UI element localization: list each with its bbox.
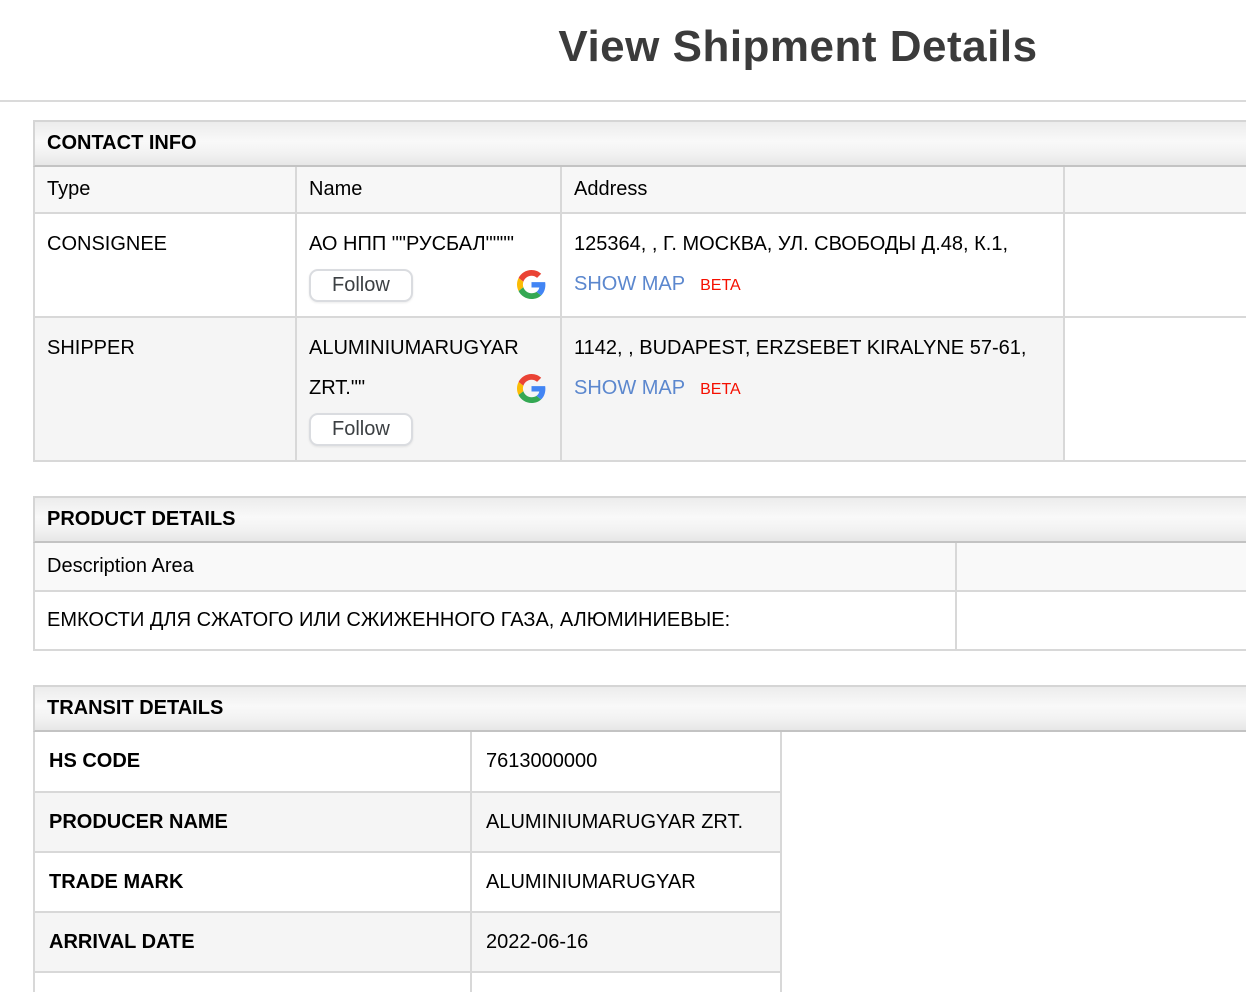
google-g-icon[interactable]: [517, 374, 546, 403]
follow-button[interactable]: Follow: [309, 269, 413, 302]
follow-button[interactable]: Follow: [309, 413, 413, 446]
page-header: View Shipment Details: [0, 0, 1246, 102]
google-g-icon[interactable]: [517, 270, 546, 299]
description-header-row: Description Area: [33, 543, 1246, 592]
empty-cell: [470, 972, 782, 992]
beta-badge: BETA: [700, 381, 741, 398]
transit-details-table: HS CODE 7613000000 PRODUCER NAME ALUMINI…: [33, 732, 782, 992]
page-title: View Shipment Details: [558, 22, 1038, 71]
transit-value: ALUMINIUMARUGYAR ZRT.: [470, 792, 782, 853]
transit-value: ALUMINIUMARUGYAR: [470, 852, 782, 913]
table-row-producer-name: PRODUCER NAME ALUMINIUMARUGYAR ZRT.: [33, 792, 782, 853]
product-details-section: PRODUCT DETAILS Description Area ЕМКОСТИ…: [33, 496, 1246, 651]
description-area-header: Description Area: [33, 543, 957, 592]
contact-name: ALUMINIUMARUGYAR ZRT."": [309, 337, 519, 399]
transit-label: ARRIVAL DATE: [33, 912, 472, 973]
product-details-header: PRODUCT DETAILS: [33, 496, 1246, 543]
contact-type: SHIPPER: [33, 317, 297, 462]
empty-cell: [1063, 317, 1246, 462]
table-row-arrival-date: ARRIVAL DATE 2022-06-16: [33, 912, 782, 973]
contact-info-table: Type Name Address CONSIGNEE АО НПП ""РУС…: [33, 167, 1246, 462]
transit-label: TRADE MARK: [33, 852, 472, 913]
contact-address: 125364, , Г. МОСКВА, УЛ. СВОБОДЫ Д.48, К…: [574, 233, 1009, 255]
column-header-address: Address: [560, 167, 1065, 214]
transit-value: 2022-06-16: [470, 912, 782, 973]
description-row: ЕМКОСТИ ДЛЯ СЖАТОГО ИЛИ СЖИЖЕННОГО ГАЗА,…: [33, 591, 1246, 651]
contact-address: 1142, , BUDAPEST, ERZSEBET KIRALYNE 57-6…: [574, 337, 1027, 359]
column-header-empty: [1063, 167, 1246, 214]
contact-info-section: CONTACT INFO Type Name Address CONSIGNEE…: [33, 120, 1246, 462]
table-row-hs-code: HS CODE 7613000000: [33, 732, 782, 793]
product-description: ЕМКОСТИ ДЛЯ СЖАТОГО ИЛИ СЖИЖЕННОГО ГАЗА,…: [33, 591, 957, 651]
transit-details-section: TRANSIT DETAILS HS CODE 7613000000 PRODU…: [33, 685, 1246, 992]
contact-info-header: CONTACT INFO: [33, 120, 1246, 167]
show-map-link[interactable]: SHOW MAP: [574, 377, 686, 399]
table-row-consignee: CONSIGNEE АО НПП ""РУСБАЛ"""" Follow 125…: [33, 213, 1246, 318]
table-row-partial: [33, 972, 782, 992]
empty-cell: [1063, 213, 1246, 318]
column-header-name: Name: [295, 167, 562, 214]
table-row-shipper: SHIPPER ALUMINIUMARUGYAR ZRT."" Follow 1…: [33, 317, 1246, 462]
empty-cell: [955, 591, 1246, 651]
transit-value: 7613000000: [470, 732, 782, 793]
empty-cell: [955, 543, 1246, 592]
contact-type: CONSIGNEE: [33, 213, 297, 318]
column-header-type: Type: [33, 167, 297, 214]
beta-badge: BETA: [700, 277, 741, 294]
transit-label: HS CODE: [33, 732, 472, 793]
transit-details-header: TRANSIT DETAILS: [33, 685, 1246, 732]
empty-cell: [33, 972, 472, 992]
transit-label: PRODUCER NAME: [33, 792, 472, 853]
product-details-table: Description Area ЕМКОСТИ ДЛЯ СЖАТОГО ИЛИ…: [33, 543, 1246, 651]
contact-name: АО НПП ""РУСБАЛ"""": [309, 233, 514, 255]
table-row-trade-mark: TRADE MARK ALUMINIUMARUGYAR: [33, 852, 782, 913]
contact-header-row: Type Name Address: [33, 167, 1246, 214]
show-map-link[interactable]: SHOW MAP: [574, 273, 686, 295]
